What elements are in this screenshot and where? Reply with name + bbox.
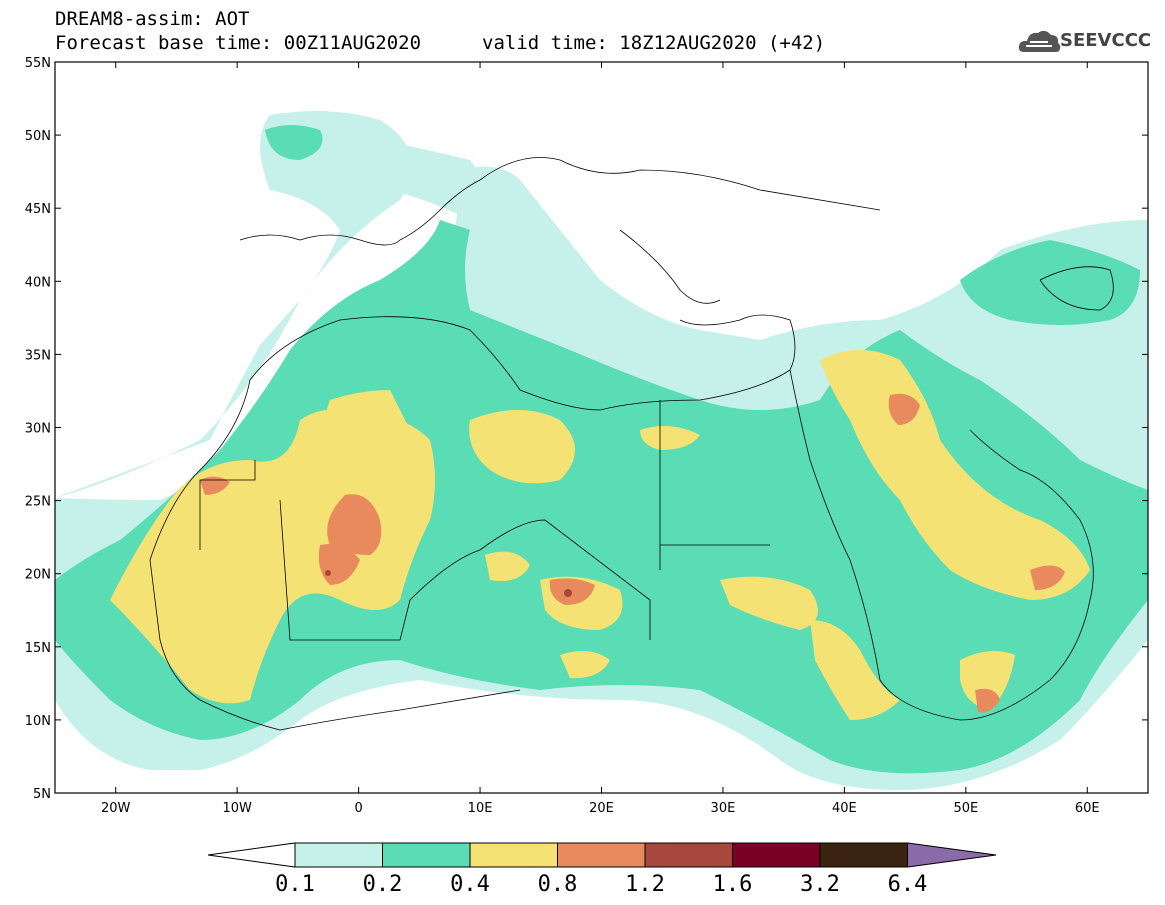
colorbar-label: 0.8 xyxy=(538,872,578,897)
lon-label: 50E xyxy=(953,801,978,816)
lat-label: 25N xyxy=(25,495,51,510)
lon-label: 60E xyxy=(1075,801,1100,816)
lon-label: 30E xyxy=(711,801,736,816)
lon-label: 40E xyxy=(832,801,857,816)
colorbar-segment xyxy=(382,842,471,868)
colorbar-segment xyxy=(819,842,908,868)
lat-label: 45N xyxy=(25,202,51,217)
lat-label: 40N xyxy=(25,275,51,290)
colorbar: 0.1 0.2 0.4 0.8 1.2 1.6 3.2 6.4 xyxy=(207,842,997,897)
colorbar-label: 0.2 xyxy=(363,872,403,897)
valid-time: valid time: 18Z12AUG2020 (+42) xyxy=(482,32,826,54)
colorbar-label: 3.2 xyxy=(800,872,840,897)
colorbar-label: 1.2 xyxy=(625,872,665,897)
colorbar-label: 0.4 xyxy=(450,872,490,897)
aot-field xyxy=(55,62,1148,793)
colorbar-segment xyxy=(732,842,821,868)
cloud-icon xyxy=(1018,30,1061,52)
lon-label: 20E xyxy=(589,801,614,816)
lon-label: 10W xyxy=(222,801,252,816)
colorbar-label: 1.6 xyxy=(713,872,753,897)
colorbar-segment xyxy=(557,842,646,868)
lat-label: 5N xyxy=(33,787,51,802)
lat-label: 30N xyxy=(25,422,51,437)
colorbar-segment xyxy=(644,842,733,868)
lat-label: 10N xyxy=(25,714,51,729)
lon-label: 20W xyxy=(101,801,131,816)
coastlines xyxy=(149,157,1114,731)
lon-label: 10E xyxy=(468,801,493,816)
lat-label: 20N xyxy=(25,568,51,583)
axis-ticks xyxy=(55,61,1148,794)
lat-label: 35N xyxy=(25,348,51,363)
lat-label: 55N xyxy=(25,56,51,71)
lon-labels: 20W 10W 0 10E 20E 30E 40E 50E 60E xyxy=(101,801,1100,816)
colorbar-segment xyxy=(469,842,558,868)
map-title: DREAM8-assim: AOT xyxy=(55,8,250,30)
colorbar-label: 6.4 xyxy=(888,872,928,897)
colorbar-low-arrow xyxy=(207,842,296,868)
colorbar-segment xyxy=(294,842,383,868)
lon-label: 0 xyxy=(354,801,362,816)
lat-label: 15N xyxy=(25,641,51,656)
colorbar-high-arrow xyxy=(907,842,997,868)
lat-label: 50N xyxy=(25,129,51,144)
forecast-base-time: Forecast base time: 00Z11AUG2020 xyxy=(55,32,422,54)
colorbar-label: 0.1 xyxy=(275,872,315,897)
lat-labels: 5N 10N 15N 20N 25N 30N 35N 40N 45N 50N 55N xyxy=(25,56,51,802)
logo-text: SEEVCCC xyxy=(1060,30,1152,51)
